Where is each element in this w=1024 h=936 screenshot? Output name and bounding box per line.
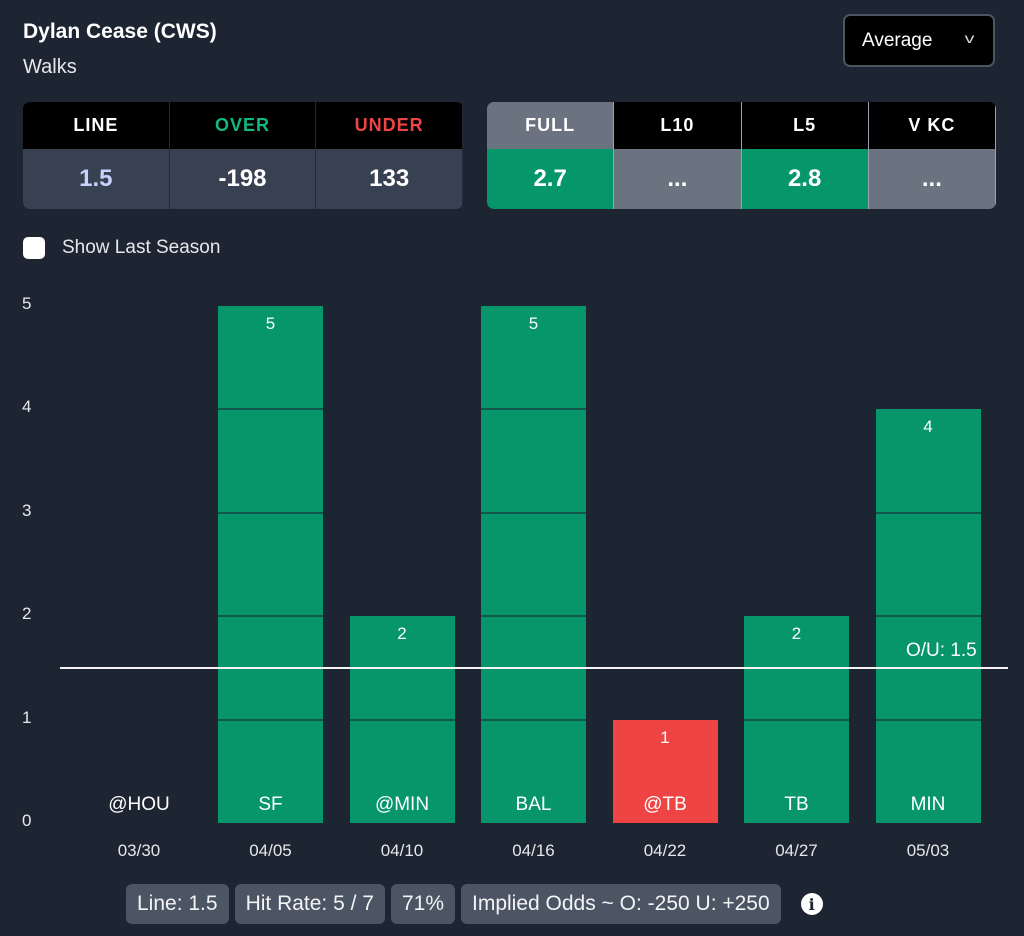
line-pill: Line: 1.5: [126, 884, 229, 924]
odds-value: -198: [169, 149, 316, 209]
split-value: 2.7: [487, 149, 614, 209]
split-value: ...: [868, 149, 995, 209]
x-tick-label: 05/03: [906, 841, 950, 860]
hit-pct-pill: 71%: [390, 884, 455, 924]
y-tick-label: 4: [22, 397, 32, 417]
bar-04-10[interactable]: [349, 616, 455, 823]
split-header: L5: [741, 102, 868, 149]
implied-odds-pill: Implied Odds ~ O: -250 U: +250: [461, 884, 781, 924]
opponent-label: BAL: [515, 794, 552, 815]
y-tick-label: 5: [22, 294, 32, 313]
splits-table: FULL 2.7 L10... L5 2.8 V KC...: [487, 102, 996, 209]
bar-segment-divider: [481, 511, 586, 514]
dropdown-value: Average: [862, 29, 933, 51]
odds-header: LINE: [23, 102, 169, 149]
player-title: Dylan Cease (CWS): [23, 20, 217, 43]
bar-segment-divider: [875, 615, 981, 618]
info-icon[interactable]: i: [800, 893, 823, 915]
bar-segment-divider: [481, 408, 586, 411]
bar-segment-divider: [875, 511, 981, 514]
average-dropdown[interactable]: Average v: [843, 14, 995, 67]
x-tick-label: 04/05: [249, 841, 292, 860]
bar-segment-divider: [218, 408, 323, 411]
y-tick-label: 1: [22, 707, 32, 727]
hit-rate-pill: Hit Rate: 5 / 7: [234, 884, 385, 924]
ou-line-label: O/U: 1.5: [906, 639, 977, 661]
y-tick-label: 2: [22, 604, 32, 624]
opponent-label: MIN: [910, 794, 946, 815]
bar-05-03[interactable]: [875, 409, 981, 823]
bar-segment-divider: [744, 718, 849, 721]
bar-value-label: 4: [923, 417, 933, 437]
odds-value: 1.5: [23, 149, 169, 209]
split-tab-v-kc[interactable]: V KC...: [868, 102, 996, 209]
opponent-label: @HOU: [108, 794, 170, 815]
split-value: 2.8: [741, 149, 868, 209]
bar-value-label: 5: [265, 314, 276, 333]
odds-column: OVER -198: [169, 102, 317, 209]
bar-segment-divider: [481, 615, 586, 618]
x-tick-label: 04/10: [380, 841, 424, 860]
bar-segment-divider: [218, 615, 323, 618]
opponent-label: TB: [784, 794, 809, 815]
bar-segment-divider: [875, 718, 981, 721]
odds-column: UNDER 133: [316, 102, 463, 209]
split-header: V KC: [868, 102, 995, 149]
x-tick-label: 04/27: [775, 841, 818, 860]
opponent-label: SF: [258, 794, 283, 815]
bar-04-27[interactable]: [744, 616, 849, 823]
show-last-season-label[interactable]: Show Last Season: [62, 237, 221, 258]
bar-04-05[interactable]: [218, 306, 323, 823]
bar-segment-divider: [349, 718, 455, 721]
show-last-season-checkbox[interactable]: [23, 237, 45, 259]
bar-value-label: 1: [660, 727, 670, 747]
x-tick-label: 04/16: [512, 841, 555, 860]
opponent-label: @MIN: [374, 794, 430, 815]
bar-value-label: 2: [791, 624, 802, 644]
bar-segment-divider: [481, 718, 586, 721]
split-header: L10: [614, 102, 741, 149]
split-tab-l10[interactable]: L10...: [614, 102, 742, 209]
split-tab-full[interactable]: FULL 2.7: [487, 102, 615, 209]
bar-segment-divider: [218, 718, 323, 721]
bar-04-22[interactable]: [612, 719, 718, 823]
bar-value-label: 5: [528, 314, 539, 333]
summary-bar: Line: 1.5 Hit Rate: 5 / 7 71% Implied Od…: [126, 884, 823, 924]
odds-value: 133: [316, 149, 463, 209]
odds-table: LINE 1.5 OVER -198 UNDER 133: [23, 102, 463, 209]
chevron-down-icon: v: [964, 30, 975, 46]
split-tab-l5[interactable]: L5 2.8: [741, 102, 869, 209]
bar-value-label: 2: [397, 624, 407, 644]
x-tick-label: 04/22: [643, 841, 687, 860]
x-tick-label: 03/30: [117, 841, 161, 860]
opponent-label: @TB: [643, 794, 687, 815]
bar-segment-divider: [218, 511, 323, 514]
y-tick-label: 3: [22, 500, 32, 520]
odds-header: OVER: [169, 102, 316, 149]
stat-subtitle: Walks: [23, 56, 77, 78]
split-value: ...: [614, 149, 741, 209]
odds-header: UNDER: [316, 102, 463, 149]
ou-line: [60, 666, 1008, 669]
bar-04-16[interactable]: [481, 306, 586, 823]
y-tick-label: 0: [22, 811, 32, 830]
odds-column: LINE 1.5: [23, 102, 170, 209]
split-header: FULL: [487, 102, 614, 149]
